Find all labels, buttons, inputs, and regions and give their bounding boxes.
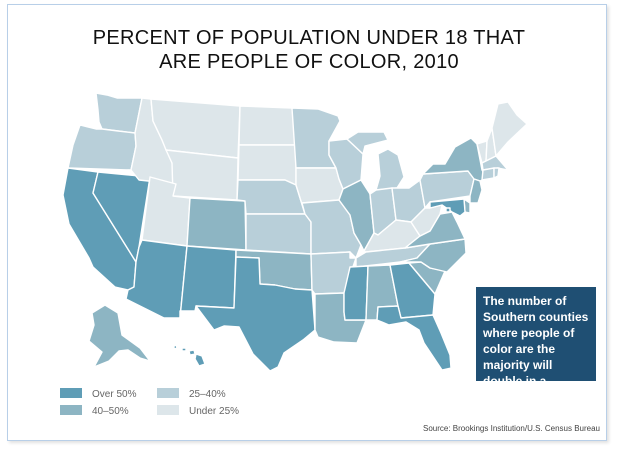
- state-fl: [376, 305, 452, 371]
- legend-item-40-50: 40–50%: [60, 405, 129, 419]
- legend-label-40-50: 40–50%: [92, 406, 129, 417]
- state-il: [338, 179, 375, 252]
- state-sd: [237, 144, 297, 186]
- state-mi-up: [346, 131, 389, 155]
- state-mi: [375, 148, 405, 191]
- legend: Over 50% 40–50% 25–40% Under 25%: [60, 388, 280, 428]
- state-ak: [88, 304, 151, 368]
- state-hi-4: [194, 353, 206, 367]
- state-ri: [493, 167, 500, 179]
- state-co: [186, 197, 247, 251]
- map-title-line-1: PERCENT OF POPULATION UNDER 18 THAT: [92, 27, 526, 49]
- map-title: PERCENT OF POPULATION UNDER 18 THAT ARE …: [0, 26, 618, 74]
- state-hi-3: [188, 349, 196, 356]
- state-ct: [481, 167, 495, 181]
- legend-swatch-40-50: [60, 405, 82, 415]
- state-or: [67, 124, 137, 171]
- state-hi-2: [181, 347, 187, 352]
- state-az: [125, 239, 188, 319]
- state-dc: [445, 207, 451, 213]
- legend-label-under-25: Under 25%: [189, 406, 240, 417]
- state-nc: [399, 238, 467, 273]
- state-nd: [238, 105, 297, 146]
- legend-item-under-25: Under 25%: [157, 405, 239, 419]
- source-note: Source: Brookings Institution/U.S. Censu…: [423, 424, 600, 433]
- legend-label-over-50: Over 50%: [92, 389, 137, 400]
- state-wy: [165, 149, 239, 201]
- legend-swatch-over-50: [60, 388, 82, 398]
- legend-label-25-40: 25–40%: [189, 389, 226, 400]
- legend-item-25-40: 25–40%: [157, 388, 226, 402]
- state-ne: [236, 179, 306, 215]
- state-hi-1: [173, 344, 178, 350]
- state-ny: [422, 137, 488, 182]
- state-nj: [469, 178, 483, 204]
- state-tx: [195, 256, 316, 372]
- legend-swatch-25-40: [157, 388, 179, 398]
- state-ks: [245, 213, 312, 255]
- state-me: [491, 101, 528, 157]
- legend-swatch-under-25: [157, 405, 179, 415]
- legend-item-over-50: Over 50%: [60, 388, 136, 402]
- state-wa: [95, 92, 143, 134]
- map-title-line-2: ARE PEOPLE OF COLOR, 2010: [159, 51, 459, 73]
- callout-box: The number of Southern counties where pe…: [476, 287, 596, 404]
